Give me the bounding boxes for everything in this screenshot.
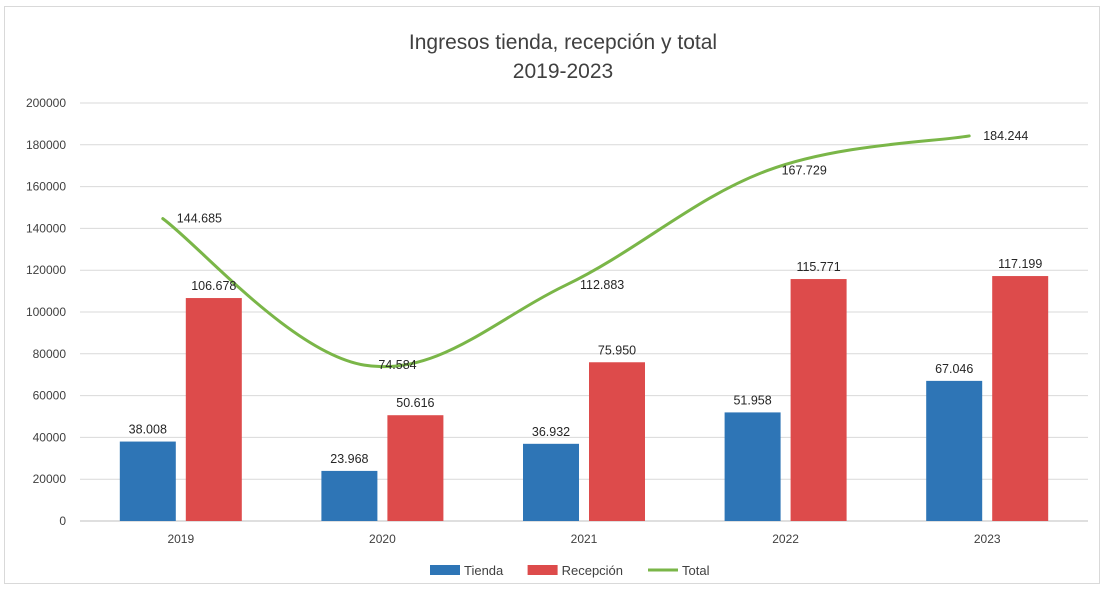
y-tick-label: 120000 xyxy=(26,263,66,277)
data-label: 167.729 xyxy=(782,163,827,177)
chart-subtitle: 2019-2023 xyxy=(513,60,613,83)
gridlines xyxy=(80,102,1088,522)
data-label: 75.950 xyxy=(598,343,636,357)
bar-recepción xyxy=(992,276,1049,521)
legend: Tienda Recepción Total xyxy=(430,563,710,578)
x-tick-label: 2023 xyxy=(974,532,1001,546)
data-label: 74.584 xyxy=(378,358,416,372)
x-tick-label: 2020 xyxy=(369,532,396,546)
bar-recepción xyxy=(589,362,645,521)
total-line xyxy=(161,134,971,369)
x-tick-label: 2021 xyxy=(571,532,598,546)
y-tick-label: 20000 xyxy=(33,472,67,486)
x-tick-label: 2022 xyxy=(772,532,799,546)
y-tick-label: 40000 xyxy=(33,430,67,444)
data-label: 106.678 xyxy=(191,279,236,293)
data-label: 38.008 xyxy=(129,423,167,437)
data-label: 36.932 xyxy=(532,425,570,439)
bars xyxy=(119,276,1049,521)
y-tick-label: 0 xyxy=(59,514,66,528)
bar-recepción xyxy=(387,415,444,521)
y-tick-label: 100000 xyxy=(26,305,66,319)
bar-tienda xyxy=(119,441,176,521)
y-tick-label: 160000 xyxy=(26,180,66,194)
legend-label: Tienda xyxy=(464,563,504,578)
data-label: 51.958 xyxy=(733,393,771,407)
chart-title: Ingresos tienda, recepción y total xyxy=(409,31,717,54)
y-tick-label: 140000 xyxy=(26,221,66,235)
y-tick-label: 60000 xyxy=(33,389,67,403)
data-label: 184.244 xyxy=(983,129,1028,143)
line-total xyxy=(161,134,971,369)
data-label: 50.616 xyxy=(396,396,434,410)
data-label: 117.199 xyxy=(998,257,1042,271)
data-label: 144.685 xyxy=(177,212,222,226)
bar-tienda xyxy=(523,443,579,521)
bar-tienda xyxy=(321,470,378,521)
y-tick-label: 200000 xyxy=(26,96,66,110)
y-tick-label: 180000 xyxy=(26,138,66,152)
data-label: 112.883 xyxy=(580,278,624,292)
data-label: 23.968 xyxy=(330,452,368,466)
x-axis: 2019 2020 2021 2022 2023 xyxy=(167,532,1000,546)
bar-recepción xyxy=(790,279,847,521)
bar-tienda xyxy=(724,412,781,521)
legend-swatch-tienda xyxy=(430,565,460,575)
x-tick-label: 2019 xyxy=(167,532,194,546)
y-axis: 0 20000 40000 60000 80000 100000 120000 140000 1… xyxy=(26,96,66,528)
data-label: 115.771 xyxy=(796,260,840,274)
legend-swatch-recepción xyxy=(527,565,558,575)
legend-label: Total xyxy=(682,563,710,578)
legend-label: Recepción xyxy=(562,563,623,578)
data-label: 67.046 xyxy=(935,362,973,376)
data-labels: 38.008 23.968 36.932 51.958 67.046 106.678 50.… xyxy=(129,129,1043,466)
bar-tienda xyxy=(926,380,983,521)
bar-recepción xyxy=(185,298,242,521)
y-tick-label: 80000 xyxy=(33,347,67,361)
